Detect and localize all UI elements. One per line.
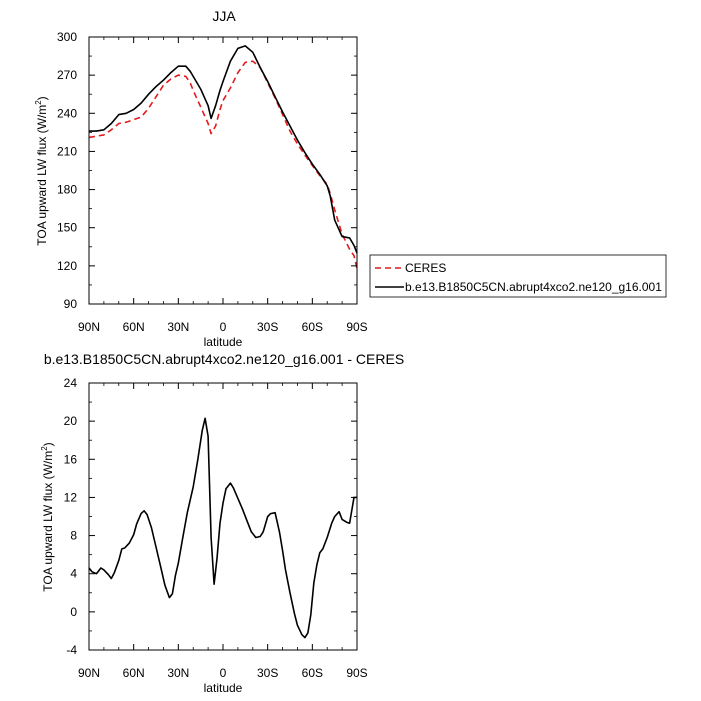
bottom-ytick-label: 20: [64, 414, 78, 428]
bottom-xtick-label: 90N: [78, 666, 100, 680]
bottom-panel: b.e13.B1850C5CN.abrupt4xco2.ne120_g16.00…: [40, 351, 404, 695]
top-ytick-label: 270: [57, 68, 77, 82]
bottom-xtick-label: 60N: [123, 666, 145, 680]
top-axis-ticks: 90N 60N 30N 0 30S 60S 90S 90 120 150 180 210 240 270 3…: [57, 30, 368, 334]
bottom-ytick-label: 16: [64, 452, 78, 466]
top-ytick-label: 120: [57, 259, 77, 273]
top-xtick-label: 30S: [257, 320, 278, 334]
bottom-axis-ticks: 90N 60N 30N 0 30S 60S 90S -4 0 4 8 12 16 20 24: [64, 376, 368, 680]
bottom-ytick-label: 4: [70, 567, 77, 581]
legend: CERES b.e13.B1850C5CN.abrupt4xco2.ne120_…: [369, 254, 667, 298]
bottom-xtick-label: 60S: [302, 666, 323, 680]
top-ytick-label: 180: [57, 183, 77, 197]
top-xtick-label: 0: [220, 320, 227, 334]
top-yaxis-label-end: ): [35, 96, 49, 100]
top-ytick-label: 150: [57, 221, 77, 235]
top-xtick-label: 90S: [346, 320, 367, 334]
bottom-ytick-label: 12: [64, 490, 78, 504]
top-yaxis-label: TOA upward LW flux (W/m2): [34, 96, 49, 245]
bottom-series-line-0: [88, 417, 357, 639]
top-ytick-label: 210: [57, 144, 77, 158]
bottom-ytick-label: 24: [64, 376, 78, 390]
top-ytick-label: 300: [57, 30, 77, 44]
top-xtick-label: 60S: [302, 320, 323, 334]
bottom-xtick-label: 0: [220, 666, 227, 680]
legend-box: [369, 254, 667, 298]
bottom-plot-frame: [88, 382, 358, 651]
bottom-ytick-label: 8: [70, 529, 77, 543]
bottom-plot-area: [88, 417, 357, 639]
bottom-xtick-label: 90S: [346, 666, 367, 680]
top-xaxis-label: latitude: [204, 335, 243, 349]
bottom-ytick-label: 0: [70, 605, 77, 619]
bottom-yaxis-label-main: TOA upward LW flux (W/m: [41, 451, 55, 592]
bottom-xaxis-label: latitude: [204, 681, 243, 695]
bottom-yaxis-label: TOA upward LW flux (W/m2): [40, 442, 55, 591]
bottom-ytick-label: -4: [66, 643, 77, 657]
top-series-line-1: [89, 45, 358, 254]
bottom-chart-title: b.e13.B1850C5CN.abrupt4xco2.ne120_g16.00…: [44, 351, 404, 367]
top-chart-title: JJA: [212, 8, 236, 24]
top-plot-area: [88, 45, 358, 269]
bottom-yaxis-label-sup: 2: [40, 446, 49, 451]
bottom-xtick-label: 30S: [257, 666, 278, 680]
top-yaxis-label-sup: 2: [34, 100, 43, 105]
top-yaxis-label-main: TOA upward LW flux (W/m: [35, 105, 49, 246]
top-series-line-0: [88, 60, 358, 269]
top-xtick-label: 90N: [78, 320, 100, 334]
top-panel: JJA latitude TOA upward LW flux (W/m2) 9…: [34, 8, 667, 349]
top-xtick-label: 60N: [123, 320, 145, 334]
top-ytick-label: 90: [64, 297, 78, 311]
bottom-yaxis-label-end: ): [41, 442, 55, 446]
legend-label-model: b.e13.B1850C5CN.abrupt4xco2.ne120_g16.00…: [405, 280, 662, 294]
top-xtick-label: 30N: [167, 320, 189, 334]
legend-label-ceres: CERES: [405, 261, 446, 275]
bottom-xtick-label: 30N: [167, 666, 189, 680]
top-ytick-label: 240: [57, 106, 77, 120]
